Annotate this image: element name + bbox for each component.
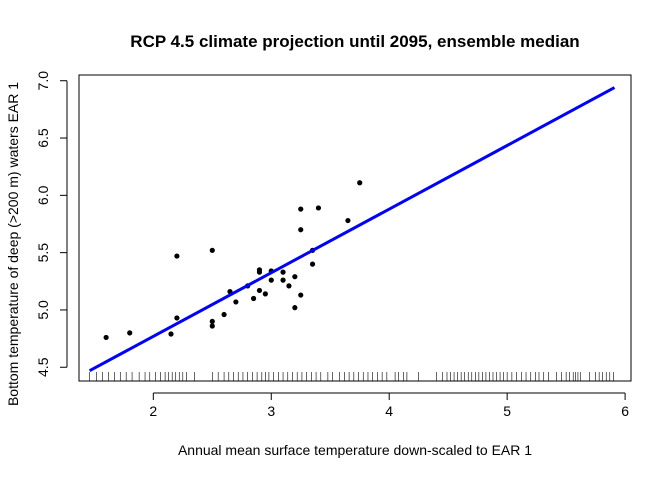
y-tick-label: 6.0 xyxy=(35,185,51,205)
chart-title: RCP 4.5 climate projection until 2095, e… xyxy=(130,32,579,51)
y-tick-label: 6.5 xyxy=(35,128,51,148)
data-point xyxy=(268,277,274,283)
y-tick-label: 7.0 xyxy=(35,71,51,91)
y-axis-label: Bottom temperature of deep (>200 m) wate… xyxy=(5,82,21,406)
data-point xyxy=(298,292,304,298)
regression-line-group xyxy=(88,86,616,373)
y-tick-label: 5.5 xyxy=(35,243,51,263)
data-point xyxy=(309,261,316,267)
x-tick-label: 6 xyxy=(621,403,629,419)
data-point xyxy=(209,318,215,325)
y-tick-label: 5.0 xyxy=(35,300,51,320)
data-point xyxy=(357,180,363,186)
data-point xyxy=(250,295,257,302)
data-point xyxy=(280,277,286,283)
y-tick-label: 4.5 xyxy=(35,357,51,377)
data-point xyxy=(345,217,351,224)
data-point xyxy=(256,267,263,273)
data-point xyxy=(174,253,180,259)
data-point xyxy=(209,247,215,253)
data-points xyxy=(103,180,363,341)
data-point xyxy=(103,334,109,341)
axes: 2 3 4 5 6 4.5 5.0 5.5 6.0 6.5 7.0 xyxy=(35,71,629,419)
data-point xyxy=(127,330,133,336)
data-point xyxy=(315,205,322,211)
data-point xyxy=(292,305,298,311)
data-point xyxy=(298,206,304,212)
data-point xyxy=(221,311,227,318)
plot-frame xyxy=(78,74,632,382)
data-point xyxy=(280,269,286,275)
x-axis-label: Annual mean surface temperature down-sca… xyxy=(178,442,532,458)
regression-line xyxy=(88,86,616,373)
x-tick-label: 5 xyxy=(503,403,511,419)
data-point xyxy=(292,274,298,280)
data-point xyxy=(168,331,174,337)
data-point xyxy=(298,227,304,233)
x-rug xyxy=(89,372,614,381)
data-point xyxy=(256,287,263,294)
data-point xyxy=(209,323,215,329)
data-point xyxy=(233,299,239,305)
data-point xyxy=(174,315,180,321)
x-tick-label: 2 xyxy=(149,403,157,419)
x-tick-label: 3 xyxy=(267,403,275,419)
x-tick-label: 4 xyxy=(385,403,393,419)
data-point xyxy=(286,283,292,289)
data-point xyxy=(262,291,268,297)
